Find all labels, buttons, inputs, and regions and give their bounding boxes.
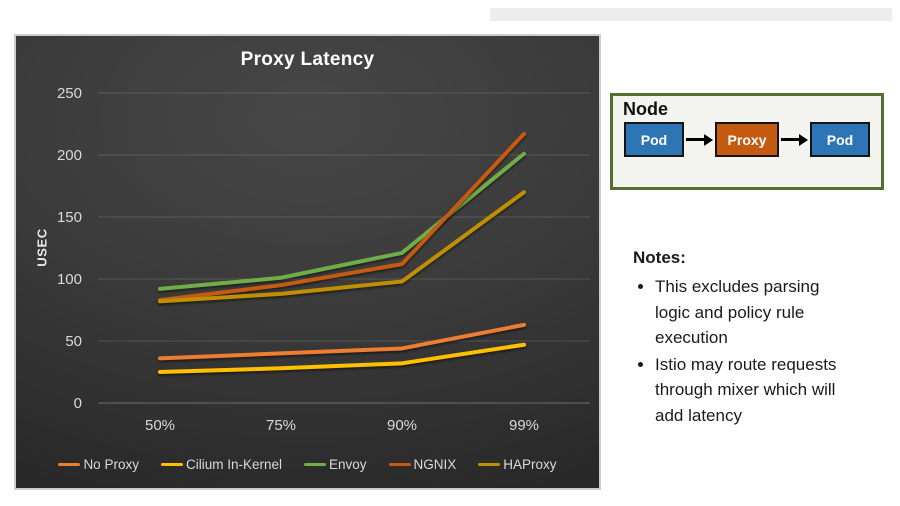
legend-label-haproxy: HAProxy — [503, 457, 557, 472]
x-tick-label-99: 99% — [509, 417, 539, 434]
legend-swatch-no-proxy-icon — [58, 463, 81, 466]
node-diagram-row: Pod Proxy Pod — [613, 122, 881, 157]
x-tick-label-75: 75% — [266, 417, 296, 434]
legend-swatch-haproxy-icon — [478, 463, 501, 466]
notes-list: This excludes parsing logic and policy r… — [633, 274, 855, 428]
notes-item-2: Istio may route requests through mixer w… — [655, 352, 855, 429]
notes-item-1: This excludes parsing logic and policy r… — [655, 274, 855, 351]
series-line-envoy — [158, 151, 526, 291]
arrow-head — [703, 133, 713, 146]
top-divider-strip — [490, 8, 892, 21]
legend-swatch-ngnix-icon — [388, 463, 411, 466]
chart-legend: No Proxy Cilium In-Kernel Envoy NGNIX HAProx… — [16, 457, 599, 472]
legend-label-cilium-in-kernel: Cilium In-Kernel — [185, 457, 282, 472]
legend-swatch-cilium-in-kernel-icon — [160, 463, 183, 466]
node-box-pod-2: Pod — [809, 122, 870, 157]
arrow-right-icon — [685, 133, 713, 146]
y-tick-label-0: 0 — [74, 395, 82, 412]
chart-title: Proxy Latency — [240, 49, 375, 70]
legend-item-ngnix: NGNIX — [388, 457, 457, 472]
legend-label-envoy: Envoy — [329, 457, 367, 472]
legend-label-ngnix: NGNIX — [413, 457, 457, 472]
y-tick-label-50: 50 — [65, 333, 82, 350]
legend-item-haproxy: HAProxy — [478, 457, 557, 472]
x-tick-label-90: 90% — [387, 417, 417, 434]
notes-heading: Notes: — [633, 248, 686, 267]
node-box-proxy: Proxy — [714, 122, 780, 157]
arrow-shaft — [781, 138, 800, 141]
y-tick-label-200: 200 — [57, 147, 82, 164]
node-box-pod: Pod — [624, 122, 684, 157]
legend-item-cilium-in-kernel: Cilium In-Kernel — [160, 457, 282, 472]
notes-section: Notes: This excludes parsing logic and p… — [633, 246, 878, 429]
arrow-shaft — [685, 138, 704, 141]
series-line-ngnix — [158, 131, 526, 303]
line-chart-canvas: 0 50 100 150 200 250 50% 75% 90% 99% — [57, 85, 590, 434]
series-line-no-proxy — [158, 322, 526, 361]
x-tick-label-50: 50% — [145, 417, 175, 434]
y-tick-label-100: 100 — [57, 271, 82, 288]
node-diagram-title: Node — [623, 99, 668, 119]
arrow-head — [799, 133, 809, 146]
series-line-cilium-in-kernel — [158, 342, 526, 374]
y-tick-label-150: 150 — [57, 209, 82, 226]
series-line-haproxy — [158, 190, 526, 304]
legend-label-no-proxy: No Proxy — [83, 457, 139, 472]
legend-item-no-proxy: No Proxy — [58, 457, 139, 472]
legend-item-envoy: Envoy — [304, 457, 367, 472]
arrow-right-icon — [781, 133, 809, 146]
proxy-latency-chart-panel: Proxy Latency USEC 0 50 100 150 200 250 50% 75%… — [16, 36, 599, 488]
legend-swatch-envoy-icon — [304, 463, 326, 466]
node-diagram-panel: Node Pod Proxy Pod — [610, 93, 884, 190]
y-tick-label-250: 250 — [57, 85, 82, 102]
